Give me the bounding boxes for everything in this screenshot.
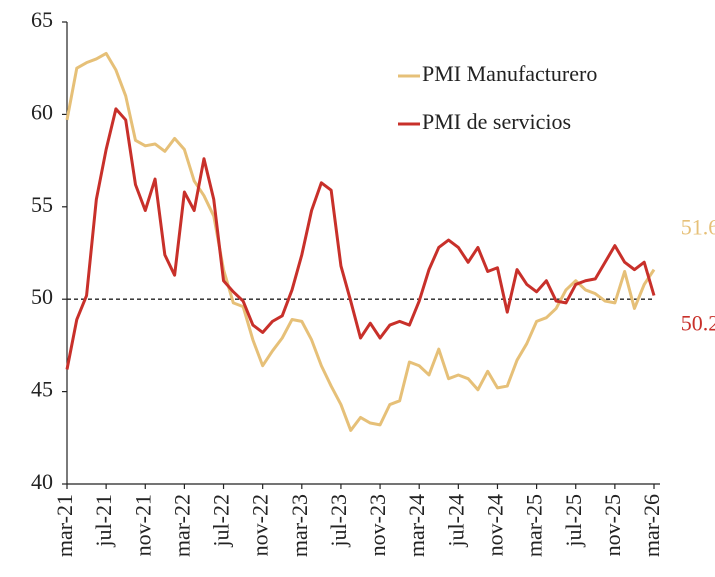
y-tick-label: 50 bbox=[31, 284, 53, 309]
y-tick-label: 55 bbox=[31, 192, 53, 217]
y-tick-label: 60 bbox=[31, 99, 53, 124]
x-tick-label: mar-23 bbox=[287, 494, 312, 557]
x-tick-label: jul-22 bbox=[209, 494, 234, 548]
x-tick-label: nov-21 bbox=[130, 494, 155, 556]
end-value-label: 50.2 bbox=[681, 311, 715, 336]
legend-label: PMI de servicios bbox=[422, 109, 571, 134]
x-tick-label: nov-23 bbox=[365, 494, 390, 556]
x-tick-label: jul-21 bbox=[91, 494, 116, 548]
x-tick-label: jul-24 bbox=[443, 494, 468, 548]
y-tick-label: 65 bbox=[31, 7, 53, 32]
line-series bbox=[65, 107, 656, 370]
x-tick-label: mar-26 bbox=[639, 494, 664, 557]
y-tick-label: 45 bbox=[31, 377, 53, 402]
x-tick-label: mar-22 bbox=[169, 494, 194, 557]
x-tick-label: nov-24 bbox=[483, 494, 508, 556]
x-tick-label: jul-25 bbox=[561, 494, 586, 548]
x-tick-label: nov-25 bbox=[600, 494, 625, 556]
legend-label: PMI Manufacturero bbox=[422, 61, 597, 86]
line-series bbox=[65, 51, 656, 432]
end-value-label: 51.6 bbox=[681, 215, 715, 240]
y-tick-label: 40 bbox=[31, 469, 53, 494]
x-tick-label: jul-23 bbox=[326, 494, 351, 548]
x-tick-label: nov-22 bbox=[248, 494, 273, 556]
x-tick-label: mar-24 bbox=[404, 494, 429, 557]
x-tick-label: mar-25 bbox=[522, 494, 547, 557]
x-tick-label: mar-21 bbox=[52, 494, 77, 557]
